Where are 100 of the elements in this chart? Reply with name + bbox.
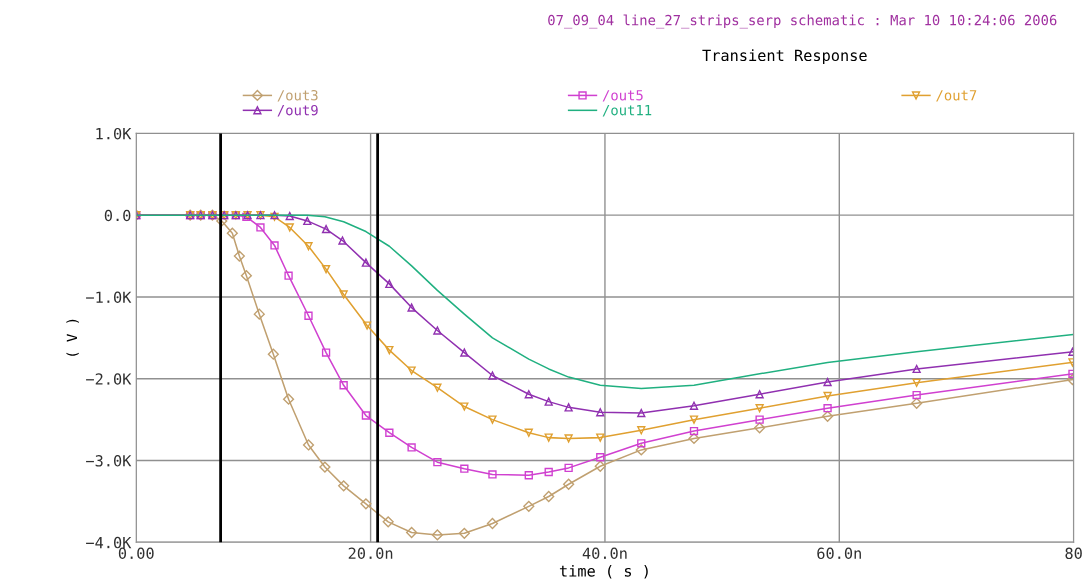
point	[689, 401, 699, 410]
x-tick-label: 80	[1065, 547, 1082, 560]
point	[302, 439, 315, 451]
y-tick-label: −3.0K	[86, 455, 132, 467]
point	[256, 223, 265, 232]
point	[912, 378, 921, 387]
chart-subtitle: 07_09_04 line_27_strips_serp schematic : Mar 10 10:24:06 2006	[548, 14, 1057, 29]
point	[488, 415, 497, 424]
point	[637, 426, 646, 435]
point	[823, 377, 832, 387]
point	[285, 211, 294, 221]
point	[406, 526, 418, 539]
point	[689, 426, 699, 436]
point	[253, 308, 265, 320]
legend-label: /out9	[277, 104, 318, 117]
point	[321, 264, 331, 274]
legend-label: /out5	[602, 90, 643, 102]
x-tick-label: 40.0n	[582, 547, 627, 560]
point	[563, 478, 575, 490]
y-tick-label: −2.0K	[86, 373, 132, 385]
point	[544, 433, 553, 442]
point	[524, 471, 533, 480]
point	[339, 290, 348, 299]
point	[321, 224, 331, 234]
point	[267, 348, 279, 360]
y-axis-title: ( V )	[66, 319, 79, 356]
point	[216, 215, 228, 227]
y-tick-label: −4.0K	[86, 536, 132, 549]
point	[233, 250, 245, 262]
point	[226, 227, 238, 239]
point	[285, 223, 294, 232]
point	[431, 529, 443, 541]
point	[754, 422, 766, 434]
x-axis-title: time ( s )	[559, 564, 648, 579]
point	[637, 408, 646, 418]
point	[433, 326, 442, 335]
point	[284, 271, 293, 280]
point	[564, 403, 573, 412]
point	[912, 390, 921, 400]
point	[382, 516, 394, 528]
point	[361, 258, 371, 267]
point	[912, 364, 921, 374]
point	[821, 410, 834, 422]
x-tick-label: 60.0n	[817, 547, 861, 560]
point	[338, 480, 350, 492]
point	[823, 391, 832, 401]
point	[755, 390, 764, 399]
point	[407, 303, 416, 312]
point	[823, 404, 832, 413]
point	[433, 457, 442, 467]
point	[488, 470, 497, 479]
point	[321, 348, 331, 357]
point	[911, 397, 923, 409]
point	[755, 415, 764, 424]
point	[486, 517, 499, 530]
point	[635, 444, 647, 456]
point	[689, 415, 699, 424]
point	[524, 428, 533, 437]
point	[362, 321, 372, 330]
point	[385, 428, 394, 437]
point	[543, 490, 555, 503]
point	[523, 500, 535, 512]
point	[460, 464, 469, 473]
point	[433, 383, 442, 392]
legend-label: /out11	[602, 105, 652, 117]
point	[524, 390, 533, 399]
point	[338, 236, 347, 245]
point	[339, 381, 348, 390]
legend-label: /out7	[936, 90, 977, 102]
point	[385, 279, 394, 289]
point	[385, 345, 394, 355]
point	[688, 432, 700, 445]
point	[407, 443, 416, 452]
point	[282, 393, 295, 405]
point	[458, 527, 470, 539]
point	[755, 404, 764, 413]
point	[407, 366, 416, 375]
point	[596, 433, 605, 442]
point	[596, 453, 605, 462]
legend-label: /out3	[277, 89, 318, 102]
point	[460, 348, 469, 357]
point	[319, 461, 331, 473]
point	[544, 467, 553, 477]
point	[564, 434, 573, 443]
point	[544, 397, 553, 406]
chart-title: Transient Response	[702, 49, 867, 65]
point	[303, 216, 312, 226]
point	[596, 408, 605, 417]
point	[488, 371, 497, 380]
point	[304, 242, 313, 251]
point	[564, 463, 573, 473]
point	[594, 460, 606, 472]
x-tick-label: 0.00	[118, 547, 154, 560]
y-tick-label: 0.0	[104, 209, 131, 222]
point	[240, 270, 252, 282]
point	[270, 241, 279, 250]
y-tick-label: 1.0K	[96, 127, 132, 140]
point	[304, 311, 313, 320]
x-tick-label: 20.0n	[348, 547, 393, 560]
y-tick-label: −1.0K	[86, 291, 132, 304]
